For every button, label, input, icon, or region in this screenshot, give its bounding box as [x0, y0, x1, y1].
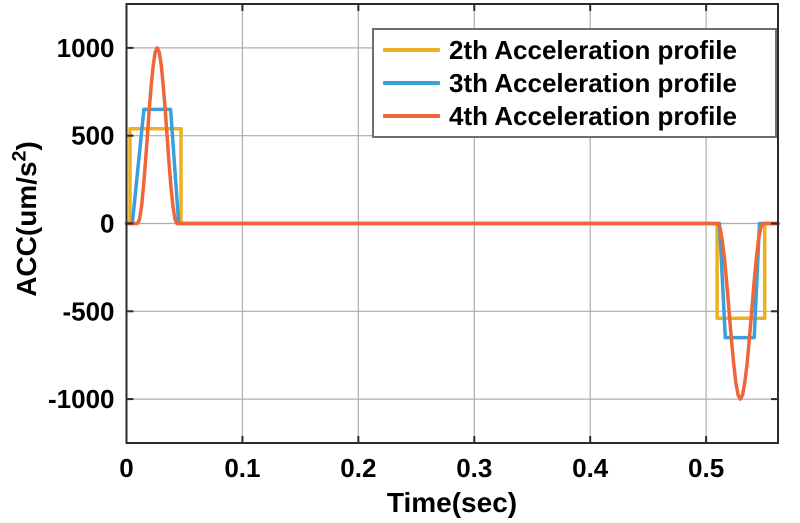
y-axis-label: ACC(um/s2) — [8, 141, 43, 297]
legend-entry-3th: 3th Acceleration profile — [374, 67, 775, 99]
y-axis-label-text: ACC(um/s — [11, 161, 42, 297]
x-tick-label: 0.1 — [224, 453, 260, 483]
y-tick-label: 500 — [71, 121, 114, 151]
legend-line-sample-2th — [383, 48, 440, 53]
legend-label-4th: 4th Acceleration profile — [449, 100, 737, 131]
x-axis-label: Time(sec) — [386, 487, 518, 518]
y-tick-label: -1000 — [48, 384, 115, 414]
legend-entry-2th: 2th Acceleration profile — [374, 34, 775, 66]
x-tick-label: 0.4 — [572, 453, 609, 483]
x-tick-label: 0.2 — [340, 453, 376, 483]
x-tick-label: 0.3 — [456, 453, 492, 483]
legend-label-3th: 3th Acceleration profile — [449, 67, 737, 98]
curve-series-2 — [124, 46, 780, 401]
y-tick-label: 1000 — [57, 33, 115, 63]
x-tick-label: 0.5 — [688, 453, 724, 483]
legend-line-sample-3th — [383, 80, 440, 85]
y-tick-label: -500 — [62, 296, 114, 326]
y-axis-label-close: ) — [11, 141, 42, 151]
legend-entry-4th: 4th Acceleration profile — [374, 100, 775, 132]
legend-label-2th: 2th Acceleration profile — [449, 35, 737, 66]
legend-line-sample-4th — [383, 113, 440, 118]
legend: 2th Acceleration profile 3th Acceleratio… — [372, 28, 777, 138]
x-tick-label: 0 — [119, 453, 133, 483]
y-axis-label-superscript: 2 — [8, 150, 31, 162]
y-tick-label: 0 — [100, 209, 114, 239]
